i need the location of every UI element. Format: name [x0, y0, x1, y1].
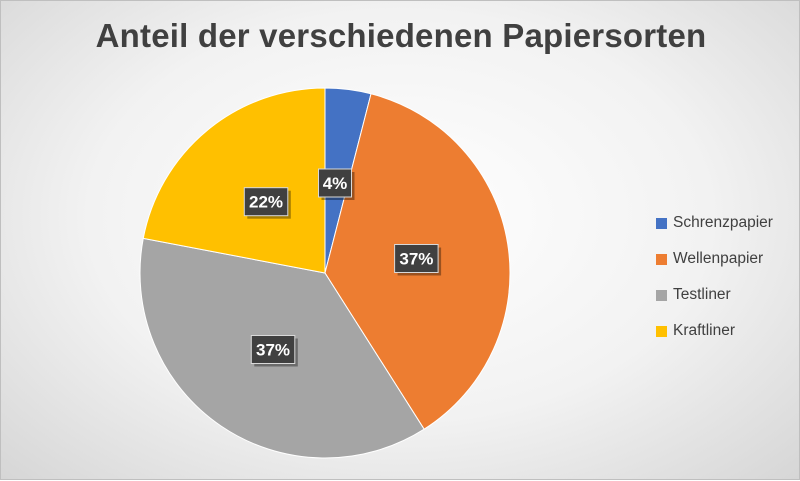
- legend-item-schrenzpapier: Schrenzpapier: [656, 205, 773, 241]
- data-label-schrenzpapier: 4%: [318, 168, 355, 200]
- legend-label: Wellenpapier: [673, 250, 764, 267]
- data-label-text: 4%: [323, 174, 348, 193]
- legend-swatch: [656, 289, 667, 301]
- chart-title: Anteil der verschiedenen Papiersorten: [95, 17, 707, 54]
- legend: Schrenzpapier Wellenpapier Testliner Kra…: [656, 205, 773, 349]
- legend-swatch: [656, 253, 667, 265]
- legend-label: Kraftliner: [673, 322, 736, 339]
- legend-label: Schrenzpapier: [673, 214, 773, 231]
- data-label-text: 37%: [399, 250, 433, 269]
- legend-swatch: [656, 325, 667, 337]
- pie-slice-kraftliner: [142, 87, 326, 274]
- legend-item-testliner: Testliner: [656, 277, 773, 313]
- legend-item-wellenpapier: Wellenpapier: [656, 241, 773, 277]
- legend-swatch: [656, 217, 667, 229]
- data-label-kraftliner: 22%: [243, 187, 291, 219]
- data-label-wellenpapier: 37%: [394, 244, 442, 276]
- data-label-text: 37%: [256, 341, 290, 360]
- legend-item-kraftliner: Kraftliner: [656, 313, 773, 349]
- data-label-testliner: 37%: [250, 335, 298, 367]
- legend-label: Testliner: [673, 286, 731, 303]
- data-label-text: 22%: [249, 193, 283, 212]
